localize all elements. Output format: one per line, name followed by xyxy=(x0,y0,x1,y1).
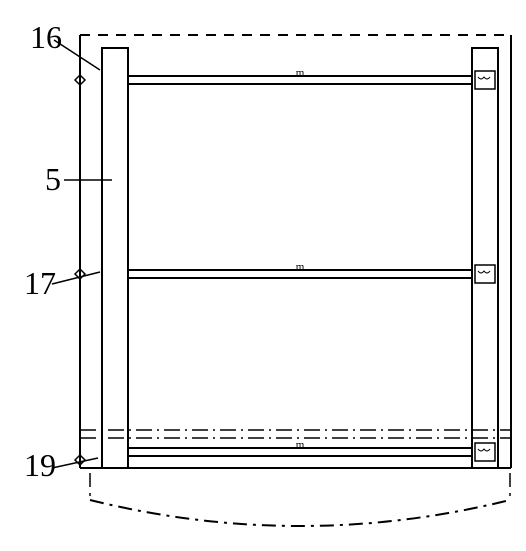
bracket-mark-1 xyxy=(478,271,490,273)
mid-mark-1: m xyxy=(296,261,305,273)
right-column xyxy=(472,48,498,468)
bracket-mark-0 xyxy=(478,77,490,79)
label-17: 17 xyxy=(24,265,56,301)
mid-mark-0: m xyxy=(296,67,305,79)
right-bracket-2 xyxy=(475,443,495,461)
bottom-arc xyxy=(90,500,510,526)
label-16: 16 xyxy=(30,19,62,55)
label-5: 5 xyxy=(45,161,61,197)
diagram-canvas: m m m 16 5 17 19 xyxy=(0,0,526,551)
right-bracket-0 xyxy=(475,71,495,89)
label-19: 19 xyxy=(24,447,56,483)
diagram-svg: m m m 16 5 17 19 xyxy=(0,0,526,551)
mid-mark-2: m xyxy=(296,439,305,451)
bracket-mark-2 xyxy=(478,449,490,451)
right-bracket-1 xyxy=(475,265,495,283)
left-column xyxy=(102,48,128,468)
